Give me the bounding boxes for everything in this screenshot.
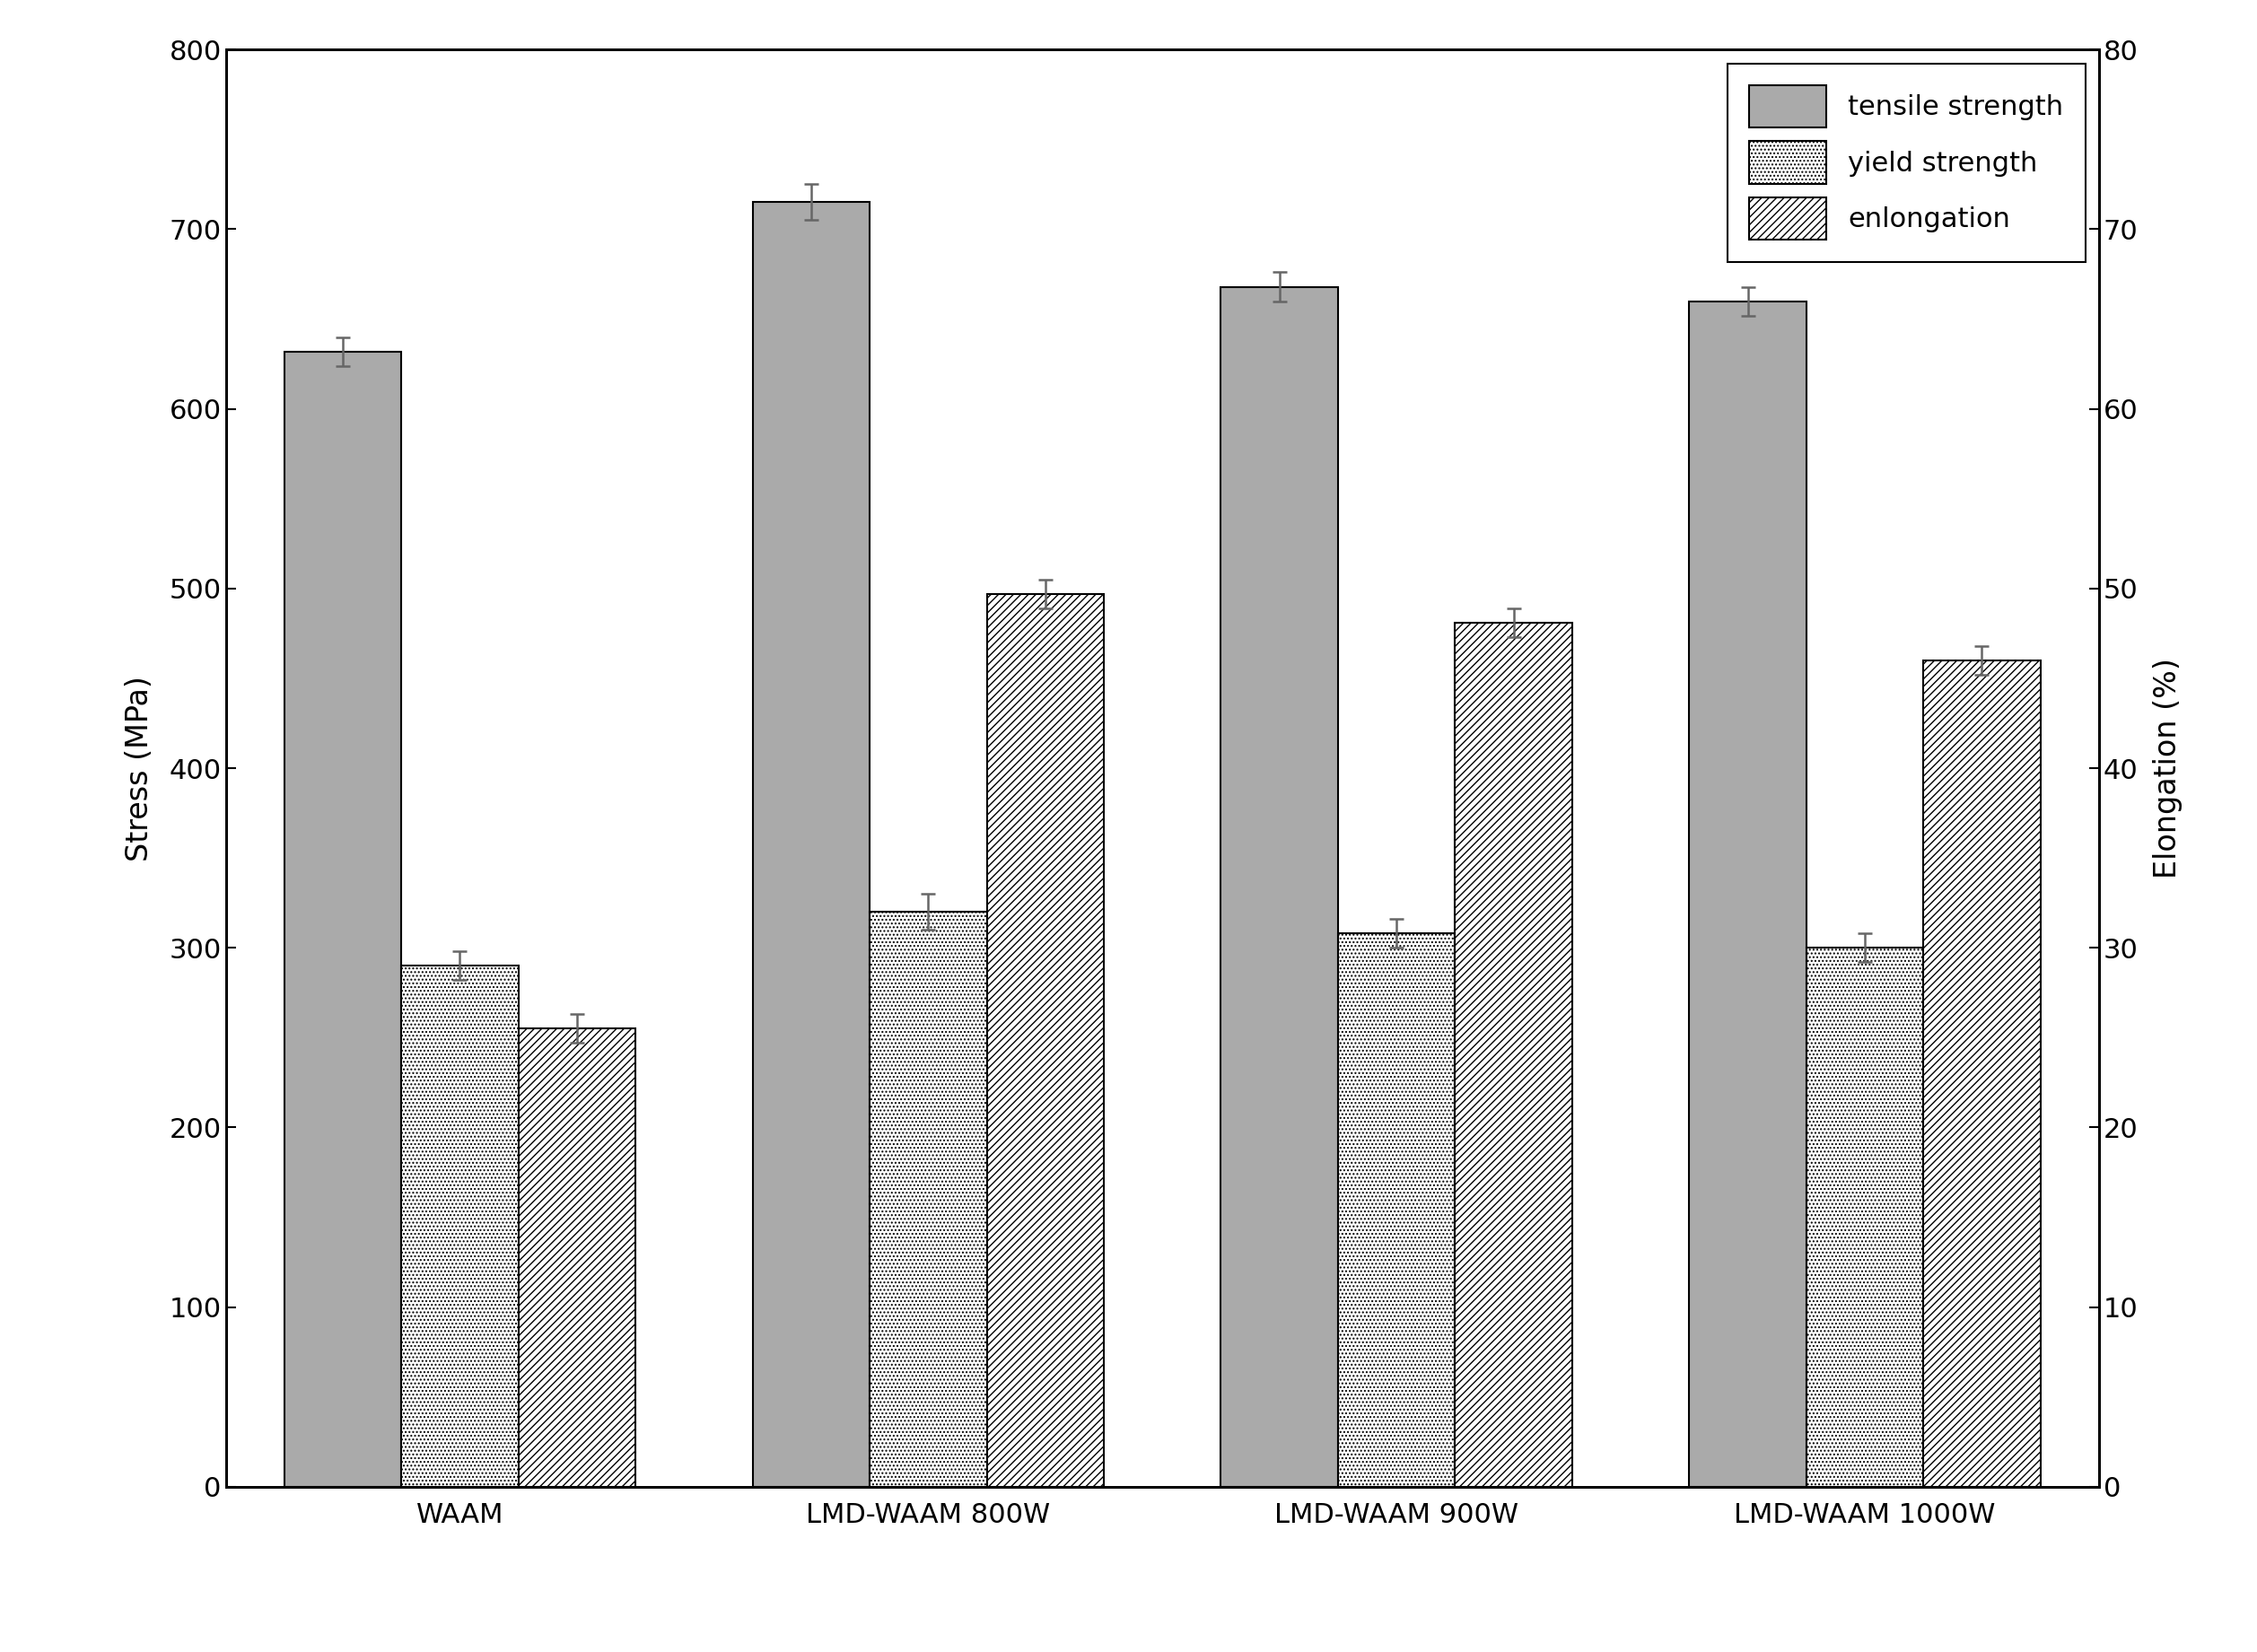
Y-axis label: Elongation (%): Elongation (%) [2153,657,2183,879]
Bar [1338,933,1456,1487]
Bar [752,202,869,1487]
Bar [869,912,986,1487]
Y-axis label: Stress (MPa): Stress (MPa) [124,676,153,861]
Bar [402,966,519,1487]
Bar [986,595,1104,1487]
Bar [284,352,402,1487]
Bar [1806,948,1923,1487]
Bar [1456,623,1573,1487]
Bar [1923,661,2040,1487]
Bar [519,1029,636,1487]
Bar [1688,301,1806,1487]
Legend: tensile strength, yield strength, enlongation: tensile strength, yield strength, enlong… [1727,63,2085,261]
Bar [1221,287,1338,1487]
